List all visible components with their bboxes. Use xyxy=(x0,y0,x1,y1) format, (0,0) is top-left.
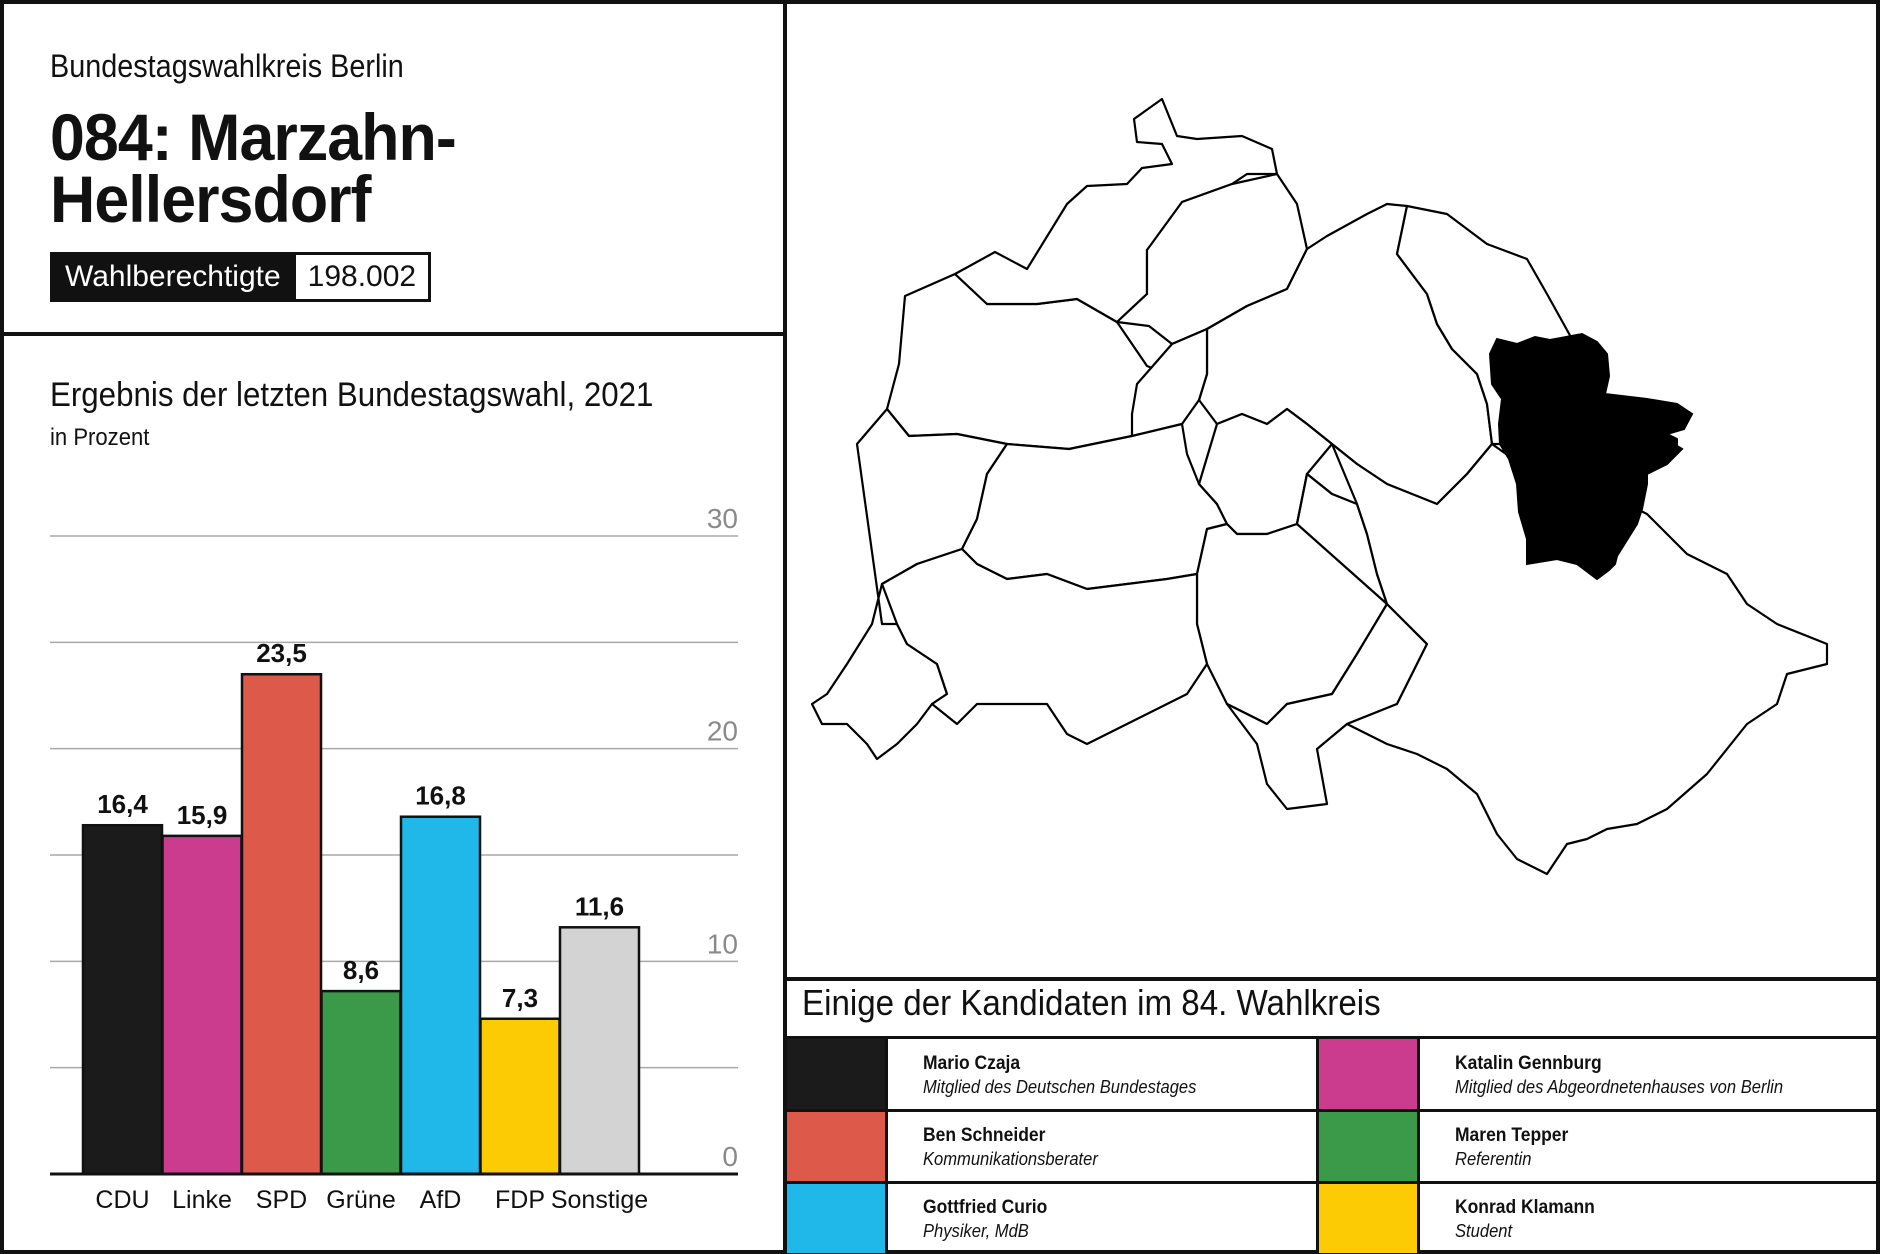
bar-value-label: 15,9 xyxy=(177,800,228,830)
candidate-column-divider xyxy=(1316,1039,1319,1253)
x-tick-label: Sonstige xyxy=(551,1186,648,1214)
x-tick-label: Grüne xyxy=(326,1186,395,1214)
bar-afd xyxy=(399,815,482,1176)
candidate-cell: Maren Tepper Referentin xyxy=(1319,1111,1862,1181)
candidate-name: Konrad Klamann xyxy=(1455,1197,1595,1218)
district-title-line-2: Hellersdorf xyxy=(50,162,372,236)
candidate-name: Gottfried Curio xyxy=(923,1197,1048,1218)
candidate-description: Mitglied des Abgeordnetenhauses von Berl… xyxy=(1455,1077,1784,1097)
candidate-color-swatch xyxy=(1319,1111,1420,1181)
bar-value-label: 8,6 xyxy=(343,955,379,985)
candidate-cell: Katalin Gennburg Mitglied des Abgeordnet… xyxy=(1319,1039,1862,1109)
bar-value-label: 23,5 xyxy=(256,638,307,668)
candidate-description: Student xyxy=(1455,1221,1513,1241)
y-tick-label: 0 xyxy=(722,1141,738,1172)
x-tick-label: CDU xyxy=(95,1186,149,1214)
candidates-heading: Einige der Kandidaten im 84. Wahlkreis xyxy=(802,982,1381,1023)
candidate-description: Referentin xyxy=(1455,1149,1532,1169)
candidate-cell: Mario Czaja Mitglied des Deutschen Bunde… xyxy=(787,1039,1330,1109)
candidate-color-swatch xyxy=(787,1111,888,1181)
map-district-steglitz xyxy=(880,547,1209,746)
bar-spd xyxy=(240,672,323,1176)
eligible-voters-box: Wahlberechtigte 198.002 xyxy=(50,252,432,302)
header-divider xyxy=(4,332,783,336)
bar-linke xyxy=(161,834,243,1176)
bar-value-label: 16,4 xyxy=(97,789,148,819)
candidate-name: Katalin Gennburg xyxy=(1455,1053,1602,1074)
candidate-cell: Konrad Klamann Student xyxy=(1319,1183,1862,1253)
chart-subtitle: in Prozent xyxy=(50,424,150,451)
bar-cdu xyxy=(81,823,164,1176)
y-tick-label: 30 xyxy=(707,503,738,534)
district-title-line-1: 084: Marzahn- xyxy=(50,100,457,174)
eligible-voters-value: 198.002 xyxy=(292,255,429,299)
candidate-color-swatch xyxy=(1319,1183,1420,1253)
bar-value-label: 16,8 xyxy=(415,781,466,811)
candidate-name: Maren Tepper xyxy=(1455,1125,1569,1146)
candidate-row-divider xyxy=(787,1109,1876,1112)
y-tick-label: 20 xyxy=(707,716,738,747)
candidate-name: Mario Czaja xyxy=(923,1053,1021,1074)
eligible-voters-label: Wahlberechtigte xyxy=(53,255,293,299)
candidate-color-swatch xyxy=(787,1183,888,1253)
map-divider xyxy=(787,977,1876,981)
bar-fdp xyxy=(479,1017,561,1176)
candidate-cell: Ben Schneider Kommunikationsberater xyxy=(787,1111,1330,1181)
chart-title: Ergebnis der letzten Bundestagswahl, 202… xyxy=(50,376,654,414)
bar-value-label: 7,3 xyxy=(502,983,538,1013)
region-label: Bundestagswahlkreis Berlin xyxy=(50,48,404,84)
column-divider xyxy=(783,4,787,1250)
bar-value-label: 11,6 xyxy=(575,891,624,921)
x-tick-label: Linke xyxy=(172,1186,232,1214)
candidate-name: Ben Schneider xyxy=(923,1125,1046,1146)
berlin-districts-map xyxy=(810,97,1829,876)
y-tick-label: 10 xyxy=(707,928,738,959)
map-district-mitte xyxy=(1130,327,1209,438)
candidate-description: Physiker, MdB xyxy=(923,1221,1029,1241)
x-tick-label: SPD xyxy=(256,1186,307,1214)
candidate-description: Mitglied des Deutschen Bundestages xyxy=(923,1077,1197,1097)
x-tick-label: FDP xyxy=(495,1186,545,1214)
candidate-description: Kommunikationsberater xyxy=(923,1149,1098,1169)
candidate-cell: Gottfried Curio Physiker, MdB xyxy=(787,1183,1330,1253)
bar-chart: 0 10 20 30 16,4 CDU 15,9 Linke 23,5 SPD 8,6 Grüne 16… xyxy=(50,503,738,1214)
candidate-color-swatch xyxy=(1319,1039,1420,1109)
candidates-table: Mario Czaja Mitglied des Deutschen Bunde… xyxy=(787,1036,1876,1253)
map-district-marzahn-hellersdorf xyxy=(1488,332,1694,581)
district-title: 084: Marzahn- Hellersdorf xyxy=(50,100,457,236)
candidate-color-swatch xyxy=(787,1039,888,1109)
x-tick-label: AfD xyxy=(420,1186,462,1214)
candidate-row-divider xyxy=(787,1181,1876,1184)
bar-grüne xyxy=(320,989,402,1176)
bar-sonstige xyxy=(558,926,641,1176)
